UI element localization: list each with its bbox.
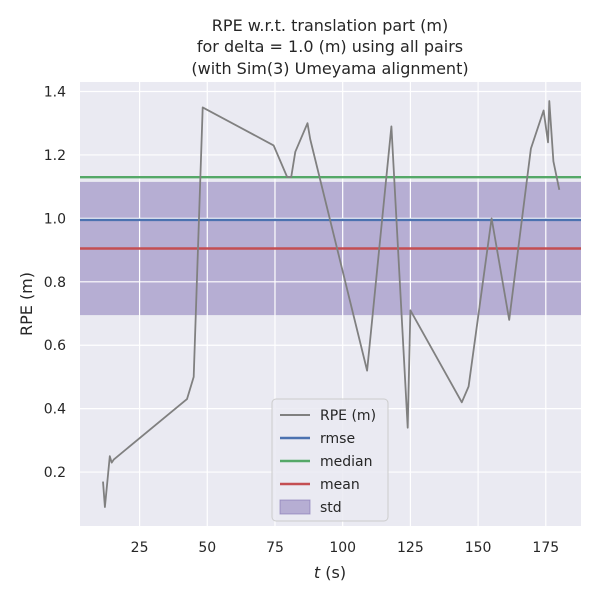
chart-title-line-1: RPE w.r.t. translation part (m) <box>212 16 448 35</box>
y-tick-labels: 0.2 0.4 0.6 0.8 1.0 1.2 1.4 <box>44 85 66 482</box>
x-tick-label: 25 <box>131 540 149 556</box>
legend-label: mean <box>320 477 360 493</box>
legend-label: RPE (m) <box>320 408 376 424</box>
y-tick-label: 0.8 <box>44 275 66 291</box>
x-tick-label: 75 <box>266 540 284 556</box>
x-axis-label-italic: t <box>314 563 321 582</box>
chart-title-line-3: (with Sim(3) Umeyama alignment) <box>191 59 468 78</box>
x-tick-label: 100 <box>329 540 356 556</box>
y-tick-label: 1.4 <box>44 85 66 101</box>
series-layer <box>102 100 561 508</box>
legend-box <box>271 398 389 522</box>
x-tick-label: 175 <box>532 540 559 556</box>
rpe-series-line <box>102 100 561 508</box>
x-tick-labels: 25 50 75 100 125 150 175 <box>131 540 559 556</box>
x-tick-label: 150 <box>465 540 492 556</box>
legend-label: median <box>320 454 372 470</box>
y-tick-label: 1.2 <box>44 148 66 164</box>
y-tick-label: 0.6 <box>44 338 66 354</box>
legend-swatch-std <box>279 499 311 515</box>
chart-title-line-2: for delta = 1.0 (m) using all pairs <box>197 37 463 56</box>
x-axis-label: t (s) <box>314 563 346 582</box>
y-tick-label: 0.4 <box>44 402 66 418</box>
x-tick-label: 125 <box>397 540 424 556</box>
legend: RPE (m) rmse median mean std <box>271 398 389 522</box>
x-tick-label: 50 <box>198 540 216 556</box>
legend-label: std <box>320 500 342 516</box>
y-tick-label: 0.2 <box>44 465 66 481</box>
y-tick-label: 1.0 <box>44 211 66 227</box>
y-axis-label: RPE (m) <box>17 272 36 336</box>
x-axis-label-unit: (s) <box>320 563 346 582</box>
legend-label: rmse <box>320 431 355 447</box>
